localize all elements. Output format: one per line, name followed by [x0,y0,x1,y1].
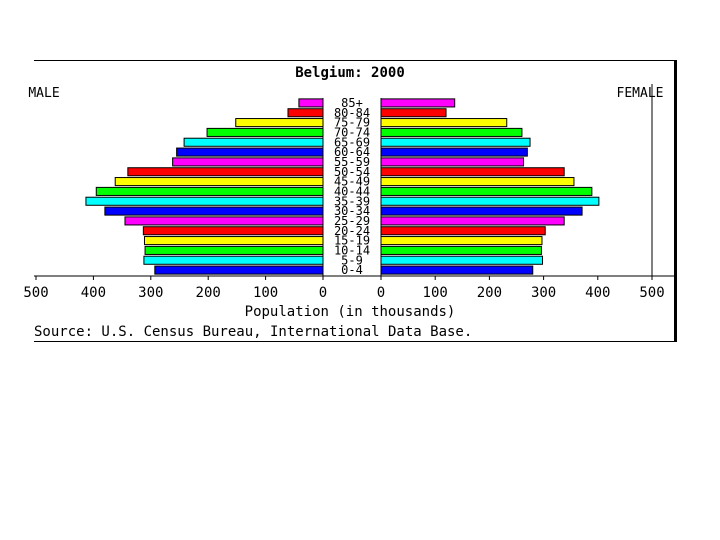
male-bar-20-24 [142,226,324,236]
chart-title: Belgium: 2000 [295,65,405,81]
age-label: 30-34 [334,204,370,218]
male-bar-40-44 [95,186,324,196]
x-tick-label: 300 [138,285,163,301]
female-bar-80-84 [380,108,447,118]
female-bar-85+ [380,98,456,108]
female-bar-20-24 [380,226,546,236]
male-bar-75-79 [235,118,324,128]
male-bar-30-34 [104,206,324,216]
age-label: 15-19 [334,234,370,248]
age-group-labels: 0-45-910-1415-1920-2425-2930-3435-3940-4… [334,96,370,277]
male-bar-85+ [298,98,324,108]
female-bar-70-74 [380,127,523,137]
age-label: 50-54 [334,165,370,179]
female-bar-40-44 [380,186,593,196]
male-bar-65-69 [183,137,324,147]
source-note: Source: U.S. Census Bureau, Internationa… [34,324,472,340]
male-label: MALE [28,86,59,101]
male-bar-25-29 [124,216,324,226]
age-label: 10-14 [334,243,370,257]
female-bar-35-39 [380,196,600,206]
female-bars [380,98,600,275]
male-bars [85,98,324,275]
age-label: 20-24 [334,224,370,238]
age-label: 80-84 [334,106,370,120]
female-bar-30-34 [380,206,583,216]
age-label: 0-4 [341,263,363,277]
age-label: 60-64 [334,145,370,159]
x-tick-label: 400 [585,285,610,301]
male-bar-45-49 [114,177,324,187]
female-label: FEMALE [617,86,664,101]
x-axis-label: Population (in thousands) [245,304,456,320]
age-label: 25-29 [334,214,370,228]
age-label: 75-79 [334,116,370,130]
female-bar-5-9 [380,255,544,265]
female-bar-45-49 [380,177,575,187]
x-tick-label: 0 [377,285,385,301]
age-label: 70-74 [334,125,370,139]
female-bar-50-54 [380,167,565,177]
male-bar-80-84 [287,108,324,118]
x-tick-label: 300 [531,285,556,301]
female-bar-25-29 [380,216,565,226]
frame-bottom-border [34,341,676,342]
female-bar-55-59 [380,157,525,167]
x-tick-label: 200 [196,285,221,301]
female-bar-0-4 [380,265,534,275]
male-bar-70-74 [206,127,324,137]
age-label: 65-69 [334,135,370,149]
x-tick-label: 500 [23,285,48,301]
male-bar-35-39 [85,196,324,206]
female-bar-10-14 [380,245,542,255]
male-bar-50-54 [127,167,324,177]
x-tick-label: 100 [423,285,448,301]
age-label: 45-49 [334,175,370,189]
x-tick-label: 100 [253,285,278,301]
male-bar-10-14 [144,245,324,255]
male-bar-0-4 [154,265,324,275]
x-tick-label: 400 [81,285,106,301]
age-label: 85+ [341,96,363,110]
frame-right-border [674,60,677,342]
female-bar-60-64 [380,147,528,157]
male-bar-15-19 [143,236,324,246]
age-label: 55-59 [334,155,370,169]
x-tick-label: 500 [639,285,664,301]
age-label: 5-9 [341,253,363,267]
age-label: 35-39 [334,194,370,208]
female-bar-15-19 [380,236,543,246]
male-bar-60-64 [176,147,324,157]
frame-top-border [34,60,676,61]
x-tick-label: 200 [477,285,502,301]
male-bar-5-9 [143,255,324,265]
male-bar-55-59 [172,157,324,167]
age-label: 40-44 [334,184,370,198]
x-tick-label: 0 [319,285,327,301]
female-bar-75-79 [380,118,508,128]
x-axis-ticks: 500 400 300 200 100 0 0 100 200 300 400 500 [23,276,665,301]
female-bar-65-69 [380,137,531,147]
